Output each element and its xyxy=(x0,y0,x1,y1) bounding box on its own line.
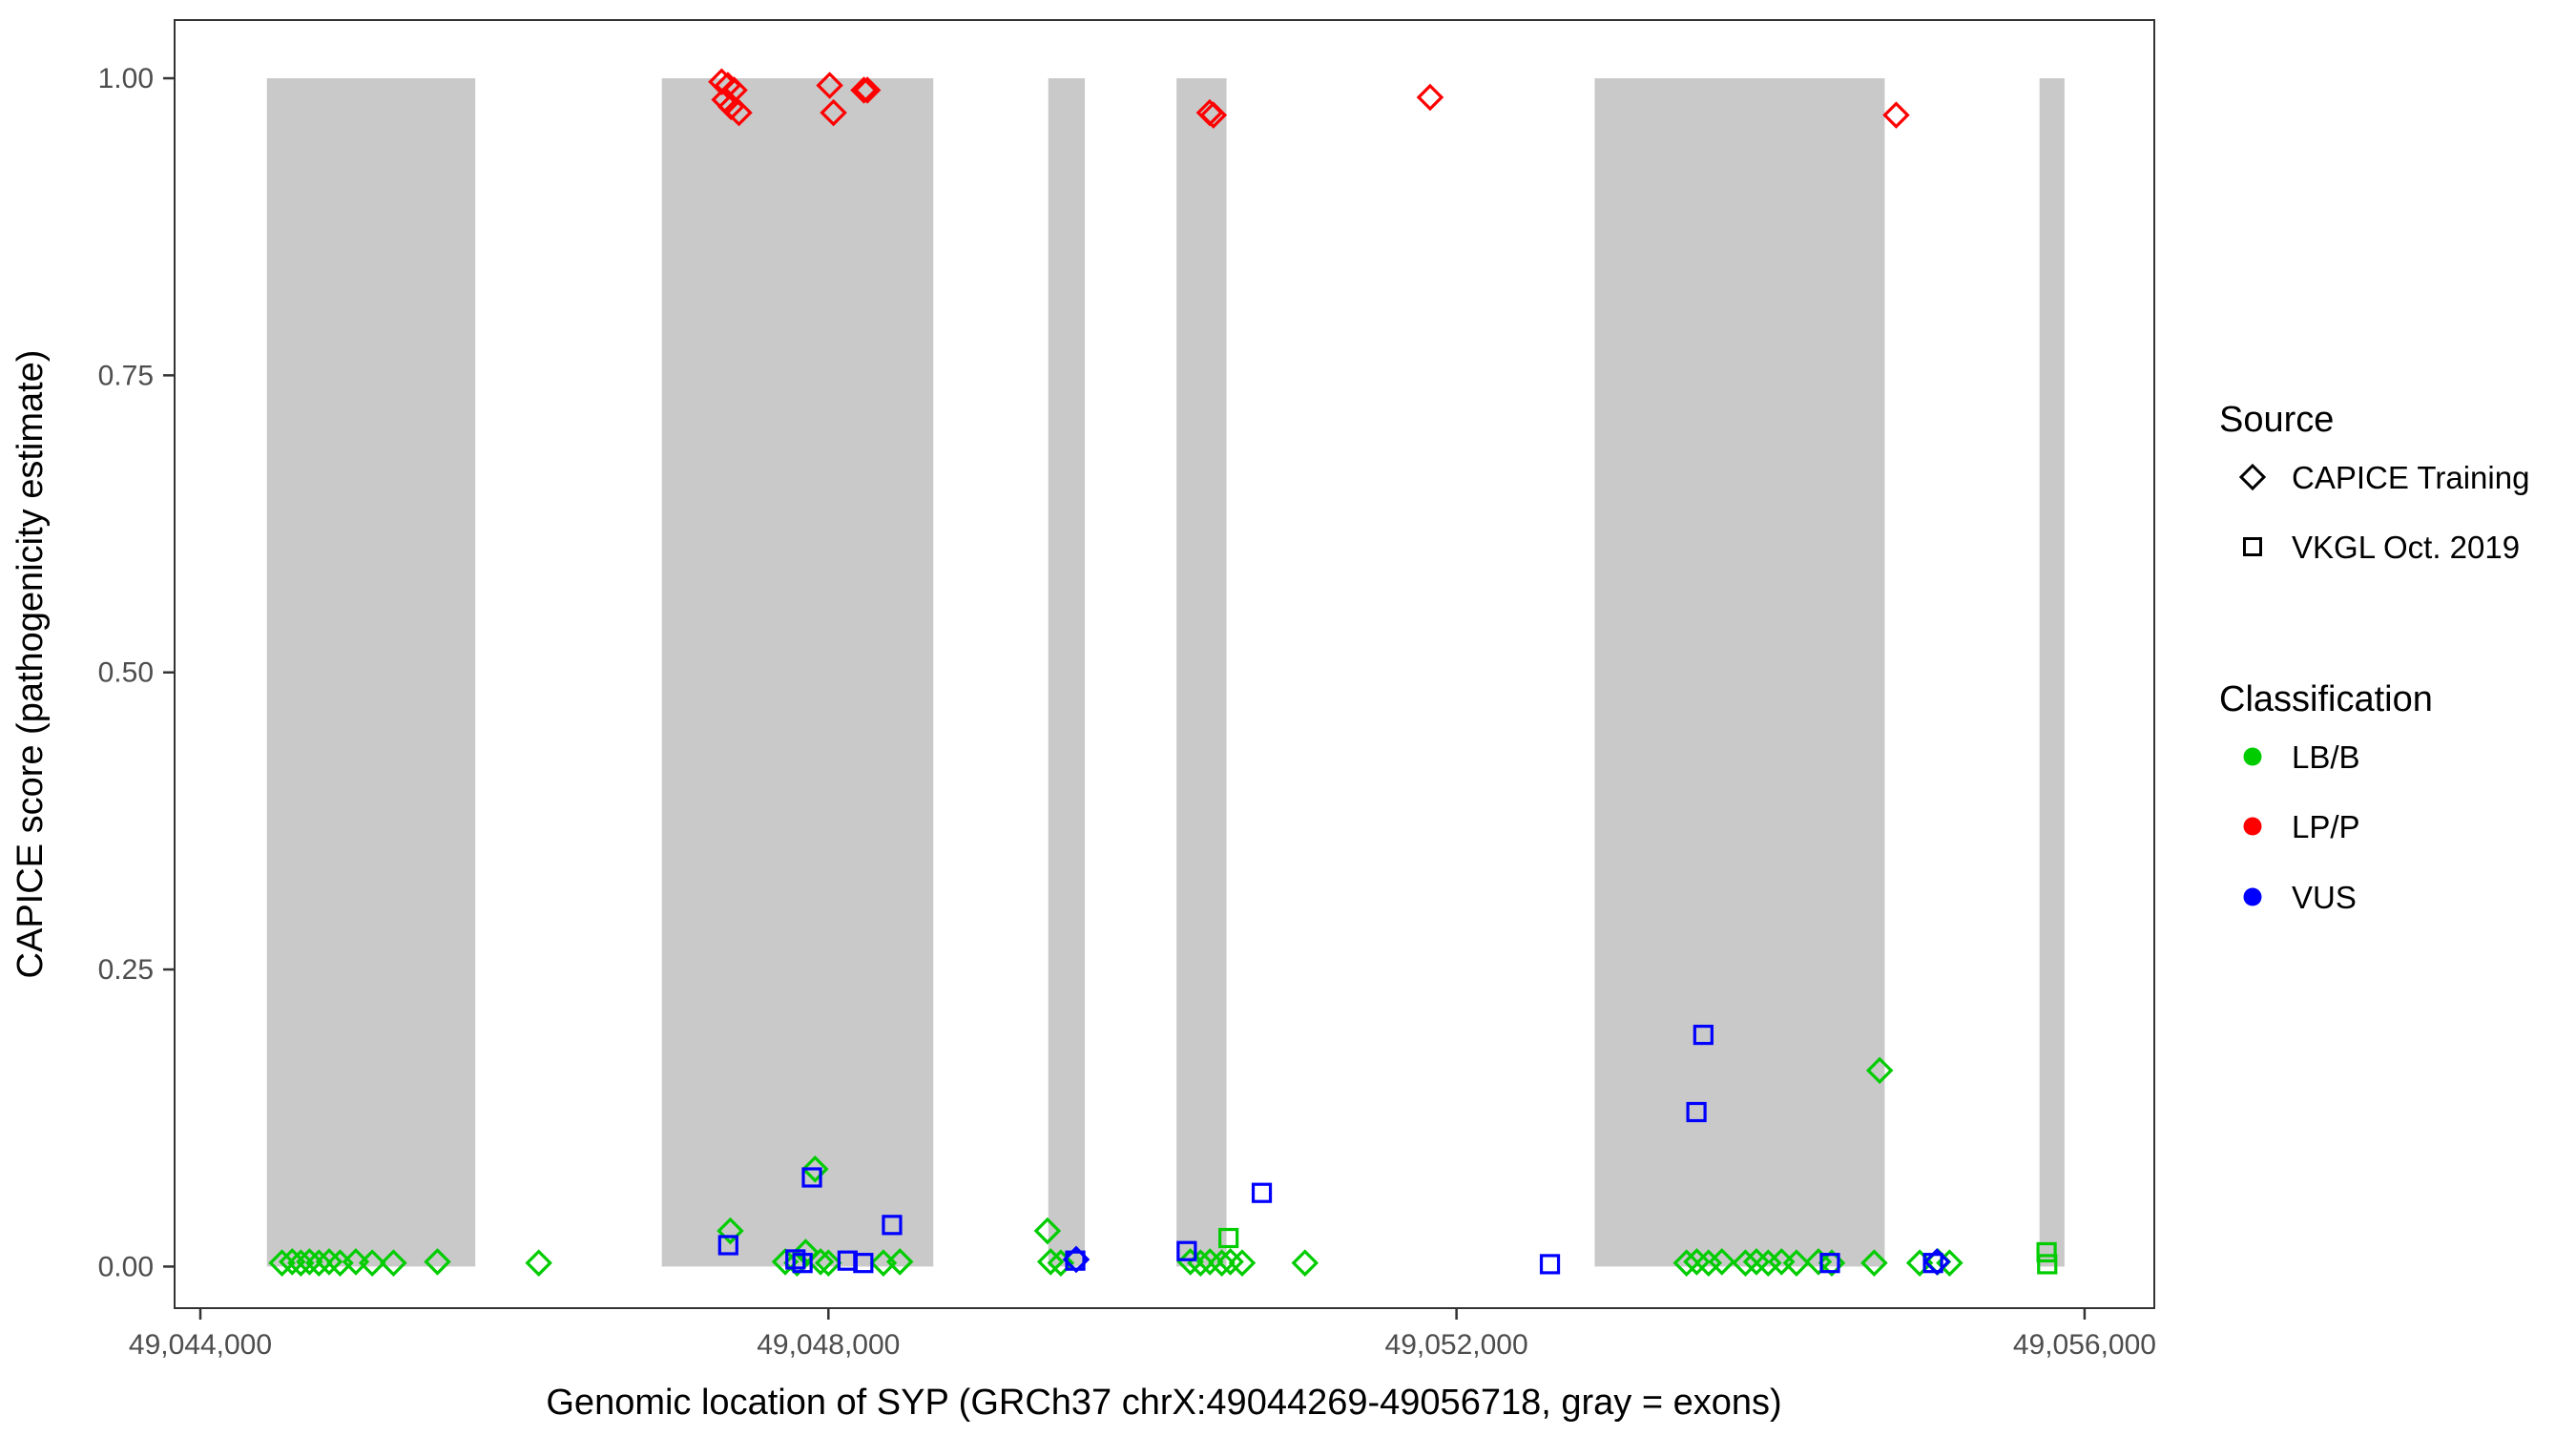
x-tick-label: 49,052,000 xyxy=(1385,1329,1528,1361)
x-tick-label: 49,044,000 xyxy=(129,1329,272,1361)
data-point-square xyxy=(1065,1250,1086,1271)
data-point-square xyxy=(1693,1024,1714,1046)
data-point-diamond xyxy=(380,1249,407,1277)
data-point-diamond xyxy=(792,1238,820,1266)
data-point-diamond xyxy=(820,98,847,127)
data-point-diamond xyxy=(1683,1248,1711,1276)
data-point-diamond xyxy=(1782,1249,1811,1277)
data-point-diamond xyxy=(853,76,882,104)
data-point-square xyxy=(1539,1254,1561,1275)
data-point-diamond xyxy=(717,1217,744,1245)
y-tick-label: 0.50 xyxy=(98,657,154,689)
data-point-diamond xyxy=(424,1248,451,1276)
data-point-square xyxy=(792,1253,813,1274)
data-point-diamond xyxy=(304,1249,333,1277)
plot-area: 49,044,000 49,048,000 49,052,000 49,056,000… xyxy=(98,19,2156,1361)
exon-band xyxy=(661,78,934,1267)
exon-band xyxy=(2039,78,2065,1267)
data-point-diamond xyxy=(806,1248,835,1276)
data-point-diamond xyxy=(1047,1249,1075,1277)
vus-legend-dot xyxy=(2243,887,2262,906)
data-point-diamond xyxy=(296,1248,323,1276)
lbb-legend-dot xyxy=(2243,747,2262,766)
data-point-diamond xyxy=(1694,1249,1723,1277)
exon-band xyxy=(266,78,476,1267)
data-point-diamond xyxy=(1036,1248,1065,1276)
data-point-diamond xyxy=(850,76,878,104)
data-point-diamond xyxy=(358,1249,386,1277)
data-point-square xyxy=(2036,1241,2057,1263)
data-point-square xyxy=(1218,1227,1239,1249)
data-point-diamond xyxy=(315,1248,343,1276)
legend-item-lpp: LP/P xyxy=(2292,809,2360,844)
diamond-legend-icon xyxy=(2238,463,2267,491)
data-point-diamond xyxy=(342,1248,370,1276)
data-point-square xyxy=(1686,1101,1707,1123)
data-point-diamond xyxy=(1708,1248,1736,1276)
y-axis-title: CAPICE score (pathogenicity estimate) xyxy=(10,350,51,979)
data-point-diamond xyxy=(1755,1249,1782,1277)
data-point-square xyxy=(1819,1253,1840,1274)
data-point-square xyxy=(882,1215,903,1236)
data-point-diamond xyxy=(1672,1249,1700,1277)
data-point-diamond xyxy=(1216,1248,1244,1276)
data-point-diamond xyxy=(1208,1249,1236,1277)
data-point-diamond xyxy=(885,1248,914,1276)
data-point-square xyxy=(801,1167,822,1188)
data-point-square xyxy=(853,1253,874,1274)
y-tick-label: 0.75 xyxy=(98,360,154,391)
legend: Source CAPICE Training VKGL Oct. 2019 Cl… xyxy=(2219,400,2529,915)
data-point-diamond xyxy=(1882,101,1910,129)
data-point-diamond xyxy=(815,1249,842,1277)
exon-band xyxy=(1048,78,1086,1267)
legend-item-capice-training: CAPICE Training xyxy=(2292,460,2529,495)
exon-band xyxy=(1176,78,1227,1267)
legend-item-vkgl: VKGL Oct. 2019 xyxy=(2292,530,2520,565)
legend-item-vus: VUS xyxy=(2292,880,2357,915)
y-tick-label: 1.00 xyxy=(98,63,154,94)
data-point-square xyxy=(717,1235,738,1256)
data-point-diamond xyxy=(816,72,843,99)
data-point-diamond xyxy=(1033,1217,1062,1245)
data-point-diamond xyxy=(1228,1249,1257,1277)
data-point-square xyxy=(1176,1240,1197,1261)
data-point-diamond xyxy=(1860,1249,1888,1277)
data-point-diamond xyxy=(1922,1248,1951,1276)
square-legend-icon xyxy=(2243,537,2262,556)
data-point-diamond xyxy=(1742,1248,1771,1276)
x-tick-label: 49,056,000 xyxy=(2013,1329,2156,1361)
x-axis-title: Genomic location of SYP (GRCh37 chrX:490… xyxy=(546,1383,1781,1423)
data-point-diamond xyxy=(287,1249,315,1277)
data-point-diamond xyxy=(1199,101,1228,129)
lpp-legend-dot xyxy=(2243,817,2262,836)
data-point-diamond xyxy=(1176,1248,1204,1276)
exon-band xyxy=(1594,78,1885,1267)
x-tick-label: 49,048,000 xyxy=(757,1329,900,1361)
panel-border xyxy=(174,19,2155,1309)
legend-classification-title: Classification xyxy=(2219,679,2433,719)
data-point-diamond xyxy=(1195,1248,1224,1276)
legend-source-title: Source xyxy=(2219,400,2334,440)
legend-item-lbb: LB/B xyxy=(2292,739,2360,775)
data-point-square xyxy=(1251,1182,1273,1203)
data-point-diamond xyxy=(1291,1249,1319,1277)
data-point-diamond xyxy=(801,1155,829,1183)
data-point-square xyxy=(2037,1254,2058,1275)
y-tick-label: 0.00 xyxy=(98,1251,154,1282)
data-point-diamond xyxy=(268,1249,296,1277)
data-point-diamond xyxy=(1865,1056,1894,1085)
y-tick-label: 0.25 xyxy=(98,954,154,986)
data-point-diamond xyxy=(525,1249,552,1277)
data-point-diamond xyxy=(1732,1249,1759,1277)
data-point-diamond xyxy=(1416,83,1444,112)
data-point-diamond xyxy=(725,98,753,127)
data-point-square xyxy=(1922,1253,1943,1274)
